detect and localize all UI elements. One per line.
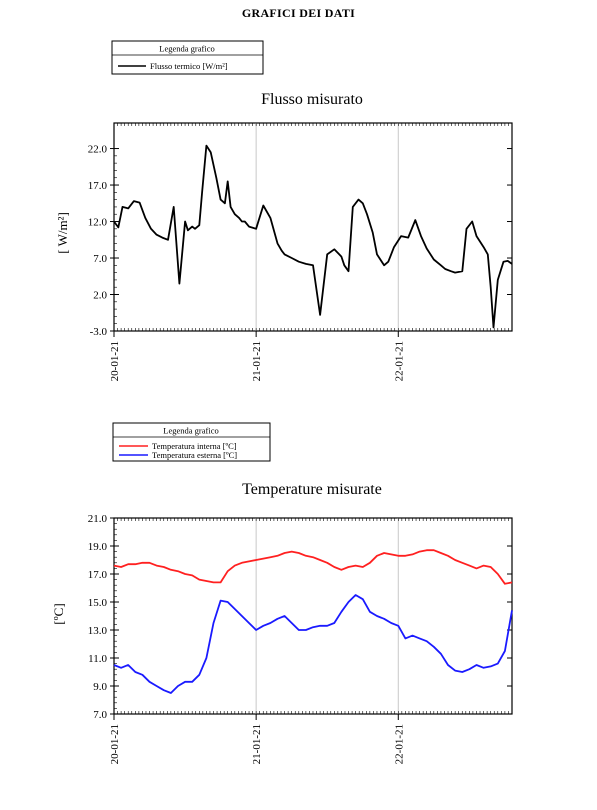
chart-flusso-ytick-label: 7.0 <box>93 253 107 265</box>
chart-temperature-title: Temperature misurate <box>242 481 382 498</box>
chart-flusso-ytick-label: 17.0 <box>88 180 108 192</box>
chart-flusso-plot: -3.0 2.0 7.0 12.0 17.0 22.0 20-01-21 21-01-21 22… <box>88 123 513 381</box>
chart-temperature-ytick-label: 17.0 <box>88 569 108 581</box>
chart-temperature-ytick-label: 9.0 <box>93 681 107 693</box>
chart-flusso-ytick-label: 22.0 <box>88 144 108 156</box>
chart-flusso-title: Flusso misurato <box>261 91 363 108</box>
chart-temperature-ytick-label: 19.0 <box>88 541 108 553</box>
chart-flusso-xtick-label: 22-01-21 <box>393 341 405 381</box>
chart-temperature-plot: 7.0 9.0 11.0 13.0 15.0 17.0 19.0 21.0 20-01-21 21… <box>88 513 513 764</box>
legend-temperature: Legenda grafico Temperatura interna [ºC]… <box>112 422 271 462</box>
chart-temperature-plot-frame <box>113 517 513 715</box>
chart-temperature-ytick-label: 13.0 <box>88 625 108 637</box>
chart-temperature-ytick-label: 15.0 <box>88 597 108 609</box>
chart-temperature-ylabel: [ºC] <box>51 603 66 624</box>
chart-temperature-ytick-label: 21.0 <box>88 513 108 525</box>
chart-temperature-series-1-line <box>113 594 513 694</box>
page-title: GRAFICI DEI DATI <box>241 6 356 20</box>
chart-temperature-ytick-label: 11.0 <box>88 653 107 665</box>
chart-temperature-series-0-line <box>113 549 513 585</box>
chart-temperature-xtick-label: 22-01-21 <box>393 724 405 764</box>
chart-temperature-xtick-label: 21-01-21 <box>251 724 263 764</box>
chart-flusso-xtick-label: 21-01-21 <box>251 341 263 381</box>
chart-flusso-ytick-label: -3.0 <box>90 326 108 338</box>
legend-esterna-entry: Temperatura esterna [ºC] <box>152 450 237 460</box>
chart-temperature-xtick-label: 20-01-21 <box>109 724 121 764</box>
chart-temperature-ytick-label: 7.0 <box>93 709 107 721</box>
legend-flusso: Legenda grafico Flusso termico [W/m²] <box>111 40 264 75</box>
legend-flusso-entry: Flusso termico [W/m²] <box>150 61 228 71</box>
legend-flusso-title: Legenda grafico <box>159 44 214 54</box>
chart-flusso-ytick-label: 12.0 <box>88 217 108 229</box>
chart-flusso-xtick-label: 20-01-21 <box>109 341 121 381</box>
chart-flusso-series-0-line <box>113 144 513 329</box>
chart-flusso-ytick-label: 2.0 <box>93 290 107 302</box>
legend-interna-entry: Temperatura interna [ºC] <box>152 441 237 451</box>
chart-flusso-ylabel: [ W/m²] <box>55 212 70 254</box>
legend-temperature-title: Legenda grafico <box>163 426 218 436</box>
chart-flusso-plot-frame <box>113 122 513 332</box>
